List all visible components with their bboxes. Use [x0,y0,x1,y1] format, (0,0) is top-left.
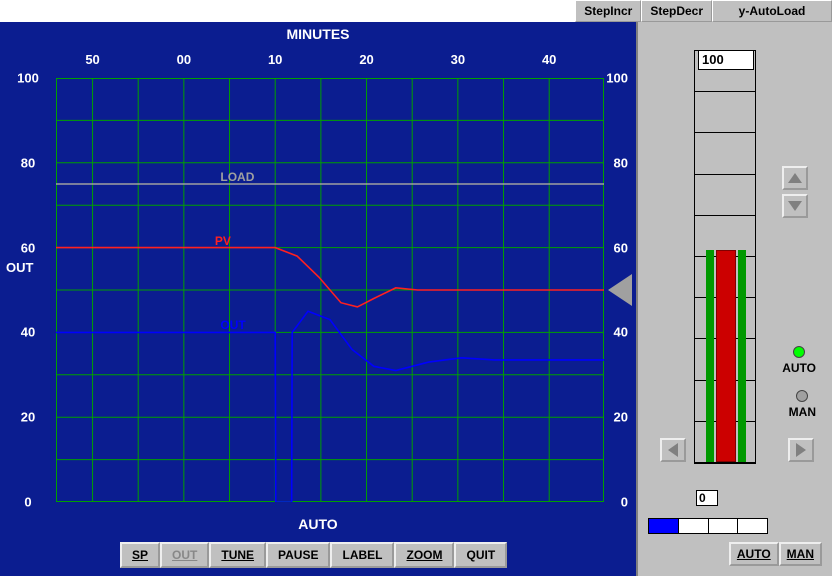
arrow-down-button[interactable] [782,194,808,218]
controller-inner: 100 AUTO MAN [646,46,826,516]
chevron-left-icon [668,443,678,457]
controller-panel: 100 AUTO MAN AUTO MAN 0 [636,22,832,576]
chevron-up-icon [788,173,802,183]
out-button[interactable]: OUT [160,542,209,568]
x-tick-label: 20 [359,52,373,67]
series-label: LOAD [220,170,254,184]
chart-panel: MINUTES 50 00 10 20 30 40 0 20 40 60 80 100 0 20 40 6… [0,22,636,576]
man-button[interactable]: MAN [779,542,822,566]
mode-man-label: MAN [789,405,816,419]
y-tick-label-left: 60 [21,240,35,255]
y-tick-label-left: 80 [21,155,35,170]
pause-button-label: PAUSE [278,548,318,562]
progress-bar [648,518,768,534]
readout-value: 100 [698,50,754,70]
tune-button-label: TUNE [221,548,254,562]
mode-man-block: MAN [789,390,816,419]
step-incr-label: StepIncr [584,4,632,18]
bar-fill [696,250,754,462]
chart-title-bottom: AUTO [0,516,636,532]
chevron-right-icon [796,443,806,457]
zero-readout: 0 [696,490,718,506]
progress-segment [709,519,739,533]
red-bar [716,250,736,462]
out-button-label: OUT [172,548,197,562]
progress-segment [738,519,767,533]
auto-button[interactable]: AUTO [729,542,779,566]
pause-button[interactable]: PAUSE [266,542,330,568]
y-autoload-label: y-AutoLoad [739,4,806,18]
sp-button-label: SP [132,548,148,562]
chart-title-top: MINUTES [0,26,636,42]
arrow-right-button[interactable] [788,438,814,462]
plot-area: LOAD PV OUT [56,78,604,502]
progress-segment [679,519,709,533]
y-autoload-button[interactable]: y-AutoLoad [712,0,832,22]
label-button-label: LABEL [342,548,382,562]
man-button-label: MAN [787,547,814,561]
mode-auto-block: AUTO [782,346,816,375]
arrow-up-button[interactable] [782,166,808,190]
label-button[interactable]: LABEL [330,542,394,568]
x-tick-label: 30 [451,52,465,67]
y-tick-label-left: 0 [24,495,31,510]
y-tick-label-right: 60 [614,240,628,255]
y-tick-label-left: 100 [17,71,39,86]
progress-segment [649,519,679,533]
man-led-icon [796,390,808,402]
y-tick-label-right: 0 [621,495,628,510]
zoom-button-label: ZOOM [406,548,442,562]
x-tick-label: 00 [177,52,191,67]
green-bar-right [738,250,746,462]
green-bar-left [706,250,714,462]
y-tick-label-right: 40 [614,325,628,340]
tune-button[interactable]: TUNE [209,542,266,568]
chart-svg [56,78,604,502]
sp-button[interactable]: SP [120,542,160,568]
y-tick-label-right: 80 [614,155,628,170]
auto-button-label: AUTO [737,547,771,561]
x-tick-label: 40 [542,52,556,67]
mode-buttons: AUTO MAN [729,542,822,566]
step-decr-label: StepDecr [650,4,703,18]
chevron-down-icon [788,201,802,211]
arrow-left-button[interactable] [660,438,686,462]
out-axis-label: OUT [6,260,33,275]
step-decr-button[interactable]: StepDecr [641,0,712,22]
series-label: PV [215,234,231,248]
y-tick-label-right: 100 [606,71,628,86]
mode-auto-label: AUTO [782,361,816,375]
x-tick-label: 10 [268,52,282,67]
auto-led-icon [793,346,805,358]
x-tick-label: 50 [85,52,99,67]
top-toolbar: StepIncr StepDecr y-AutoLoad [575,0,832,22]
step-incr-button[interactable]: StepIncr [575,0,641,22]
setpoint-indicator-icon [608,274,632,306]
zoom-button[interactable]: ZOOM [394,542,454,568]
quit-button[interactable]: QUIT [454,542,507,568]
y-tick-label-left: 20 [21,410,35,425]
quit-button-label: QUIT [466,548,495,562]
bottom-toolbar: SP OUT TUNE PAUSE LABEL ZOOM QUIT [120,542,507,568]
y-tick-label-left: 40 [21,325,35,340]
series-label: OUT [220,318,245,332]
y-tick-label-right: 20 [614,410,628,425]
